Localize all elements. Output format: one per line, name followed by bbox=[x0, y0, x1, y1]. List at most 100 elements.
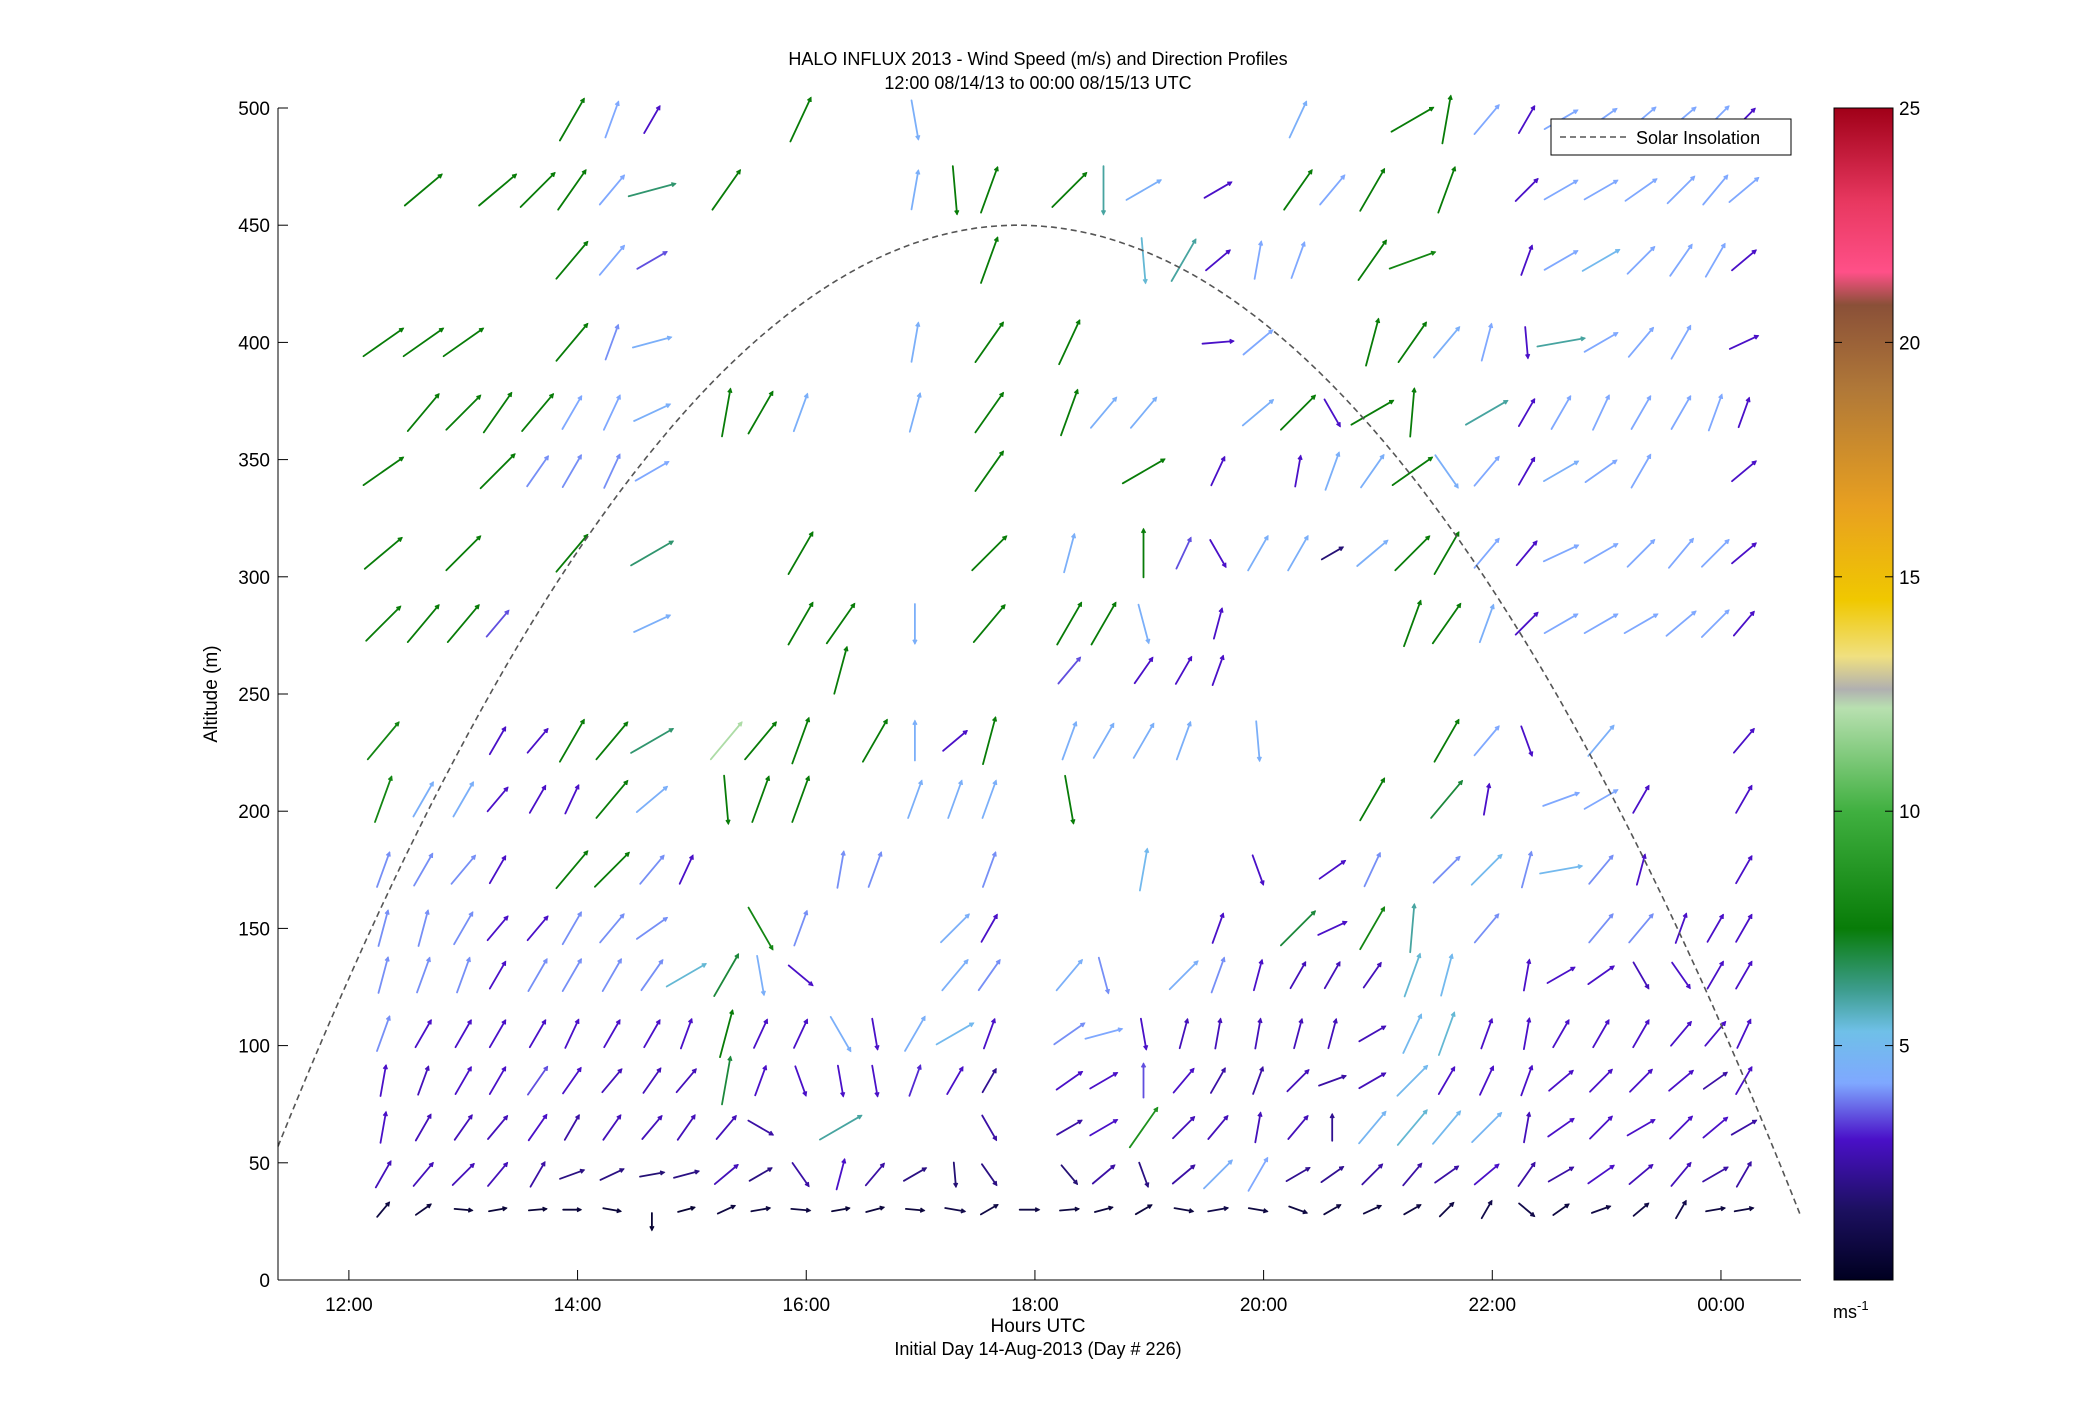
wind-arrow-shaft-421 bbox=[636, 250, 668, 270]
wind-arrow-181 bbox=[527, 958, 548, 992]
wind-arrow-head-161 bbox=[1184, 1017, 1190, 1024]
wind-arrow-shaft-415 bbox=[1583, 332, 1619, 353]
wind-arrow-shaft-122 bbox=[1055, 1071, 1083, 1091]
wind-arrow-shaft-267 bbox=[1064, 774, 1075, 824]
wind-arrow-shaft-442 bbox=[627, 182, 676, 198]
wind-arrow-308 bbox=[787, 601, 814, 646]
wind-arrow-head-106 bbox=[424, 1065, 430, 1071]
wind-arrow-head-358 bbox=[1220, 455, 1226, 462]
wind-arrow-248 bbox=[1521, 850, 1534, 889]
wind-arrow-head-366 bbox=[1573, 460, 1580, 466]
wind-arrow-154 bbox=[871, 1017, 880, 1051]
wind-arrow-head-13 bbox=[879, 1205, 886, 1211]
wind-arrow-38 bbox=[412, 1161, 434, 1187]
wind-arrow-362 bbox=[1391, 456, 1434, 487]
wind-arrow-head-368 bbox=[1646, 453, 1652, 460]
wind-arrow-head-425 bbox=[1225, 249, 1231, 255]
wind-arrow-317 bbox=[1431, 602, 1462, 645]
wind-arrow-shaft-158 bbox=[1053, 1022, 1086, 1046]
wind-arrow-head-304 bbox=[434, 604, 440, 610]
wind-arrow-shaft-343 bbox=[1515, 540, 1538, 567]
wind-arrow-shaft-279 bbox=[595, 721, 629, 761]
wind-arrow-head-84 bbox=[857, 1114, 863, 1120]
wind-arrow-head-101 bbox=[1650, 1119, 1656, 1124]
wind-arrow-head-155 bbox=[920, 1015, 926, 1021]
wind-arrow-166 bbox=[1358, 1025, 1387, 1043]
wind-arrow-shaft-345 bbox=[1583, 543, 1619, 564]
wind-arrow-41 bbox=[529, 1161, 546, 1188]
wind-arrow-shaft-311 bbox=[972, 604, 1006, 643]
wind-arrow-301 bbox=[1211, 654, 1225, 686]
wind-arrow-243 bbox=[1251, 854, 1265, 886]
wind-arrow-head-122 bbox=[1077, 1070, 1084, 1076]
wind-arrow-head-313 bbox=[1111, 601, 1117, 607]
wind-arrow-head-95 bbox=[1422, 1109, 1428, 1115]
wind-arrow-65 bbox=[1473, 1163, 1500, 1186]
wind-arrow-205 bbox=[1671, 961, 1691, 990]
wind-arrow-15 bbox=[944, 1207, 967, 1214]
wind-arrow-shaft-392 bbox=[1550, 395, 1572, 430]
wind-arrow-shaft-306 bbox=[485, 609, 510, 638]
wind-arrow-head-324 bbox=[1724, 609, 1730, 615]
wind-arrow-head-188 bbox=[808, 981, 814, 987]
wind-arrow-84 bbox=[819, 1114, 863, 1141]
wind-arrow-head-123 bbox=[1112, 1072, 1119, 1077]
wind-arrow-shaft-463 bbox=[604, 101, 620, 139]
wind-arrow-161 bbox=[1178, 1017, 1190, 1050]
wind-arrow-head-398 bbox=[398, 327, 405, 333]
wind-arrow-head-201 bbox=[1526, 958, 1532, 965]
wind-arrow-55 bbox=[1091, 1164, 1116, 1185]
wind-arrow-shaft-346 bbox=[1626, 539, 1656, 568]
wind-arrow-head-135 bbox=[1568, 1069, 1574, 1075]
wind-arrow-head-7 bbox=[649, 1225, 655, 1232]
wind-arrow-head-0 bbox=[385, 1201, 391, 1207]
wind-arrow-294 bbox=[1473, 725, 1500, 757]
wind-arrow-head-61 bbox=[1338, 1166, 1345, 1171]
wind-arrow-shaft-204 bbox=[1632, 961, 1650, 990]
wind-arrow-head-58 bbox=[1227, 1159, 1233, 1165]
wind-arrow-head-2 bbox=[467, 1207, 474, 1213]
wind-arrow-390 bbox=[1465, 399, 1509, 426]
wind-arrow-head-153 bbox=[846, 1046, 852, 1053]
wind-arrow-2 bbox=[453, 1207, 474, 1213]
wind-arrow-430 bbox=[1520, 244, 1534, 276]
wind-arrow-418 bbox=[1728, 334, 1760, 350]
wind-arrow-375 bbox=[603, 394, 621, 431]
wind-arrow-shaft-237 bbox=[639, 854, 665, 885]
wind-arrow-124 bbox=[1140, 1062, 1147, 1099]
wind-arrow-433 bbox=[1626, 245, 1656, 275]
wind-arrow-364 bbox=[1473, 455, 1500, 487]
wind-arrow-310 bbox=[912, 603, 918, 645]
wind-arrow-head-242 bbox=[1144, 847, 1150, 854]
wind-arrow-head-47 bbox=[767, 1167, 773, 1173]
wind-arrow-shaft-197 bbox=[1323, 961, 1341, 990]
wind-arrow-100 bbox=[1589, 1115, 1613, 1140]
wind-arrow-shaft-245 bbox=[1363, 852, 1381, 888]
wind-arrow-460 bbox=[1702, 174, 1729, 206]
wind-arrow-shaft-290 bbox=[1132, 723, 1155, 759]
wind-arrow-head-204 bbox=[1644, 984, 1650, 990]
wind-arrow-56 bbox=[1138, 1161, 1150, 1188]
wind-arrow-shaft-364 bbox=[1473, 455, 1500, 487]
wind-arrow-shaft-296 bbox=[1587, 724, 1615, 757]
wind-arrow-shaft-394 bbox=[1630, 395, 1652, 430]
wind-arrow-409 bbox=[1365, 317, 1381, 367]
wind-arrow-head-97 bbox=[1496, 1111, 1503, 1118]
wind-arrow-439 bbox=[519, 171, 556, 208]
wind-arrow-head-466 bbox=[915, 135, 921, 141]
wind-arrow-head-162 bbox=[1217, 1017, 1223, 1024]
wind-arrow-head-476 bbox=[1724, 105, 1730, 111]
wind-arrow-shaft-192 bbox=[1097, 956, 1110, 994]
y-tick-label-0: 0 bbox=[259, 1271, 270, 1292]
wind-arrow-head-49 bbox=[841, 1157, 847, 1164]
wind-arrow-shaft-459 bbox=[1666, 175, 1696, 205]
wind-arrow-head-447 bbox=[1082, 171, 1088, 178]
x-tick-label-3: 18:00 bbox=[1011, 1295, 1059, 1316]
wind-arrow-240 bbox=[867, 851, 883, 888]
wind-arrow-shaft-123 bbox=[1089, 1072, 1118, 1090]
wind-arrow-head-298 bbox=[1076, 656, 1082, 662]
wind-arrow-337 bbox=[1287, 534, 1309, 572]
wind-arrow-shaft-315 bbox=[1213, 607, 1223, 640]
wind-arrow-shaft-471 bbox=[1518, 105, 1536, 135]
wind-arrow-head-301 bbox=[1219, 654, 1225, 661]
